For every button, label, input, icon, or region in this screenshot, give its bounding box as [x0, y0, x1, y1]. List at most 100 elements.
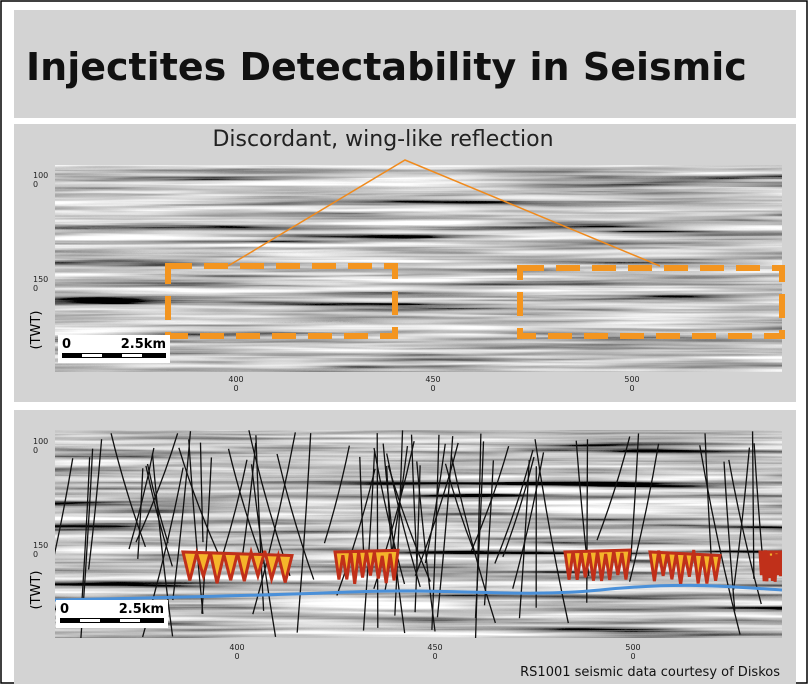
fault-line — [474, 433, 482, 638]
fault-line — [483, 460, 495, 606]
fault-line — [110, 433, 147, 548]
title: Injectites Detectability in Seismic — [26, 45, 747, 89]
scale-bar — [62, 353, 166, 358]
scale-label: 0 — [62, 337, 71, 352]
fault-line — [128, 447, 155, 550]
tick-line: 400 — [228, 375, 243, 384]
fault-line — [394, 430, 404, 616]
x-tick-label: 450 0 — [427, 643, 442, 661]
fault-line — [296, 433, 312, 633]
fault-line — [252, 432, 296, 615]
fault-line — [502, 456, 535, 558]
injectite-body — [333, 548, 400, 585]
tick-line: 0 — [33, 550, 38, 559]
fault-line — [376, 433, 379, 628]
fault-line — [414, 442, 459, 576]
fault-line — [382, 443, 406, 634]
fault-line — [241, 442, 257, 557]
tick-line: 0 — [630, 652, 635, 661]
fault-line — [323, 445, 351, 544]
fault-line — [444, 463, 476, 555]
tick-line: 100 — [33, 437, 48, 446]
fault-line — [222, 459, 248, 554]
fault-line — [276, 453, 315, 580]
tick-line: 400 — [229, 643, 244, 652]
fault-line — [137, 468, 144, 559]
scale-bar-bg — [58, 335, 170, 363]
fault-line — [135, 433, 179, 543]
injectite-body — [563, 548, 632, 582]
tick-line: 0 — [234, 652, 239, 661]
y-tick-label: 150 0 — [33, 541, 48, 559]
injectite-body — [181, 546, 294, 585]
fault-line — [151, 453, 174, 637]
injectite-body — [648, 549, 722, 585]
fault-line — [470, 445, 510, 552]
fault-line — [81, 457, 91, 605]
fault-line — [386, 465, 393, 551]
fault-line — [512, 452, 545, 589]
fault-line — [336, 468, 376, 596]
leader-line — [227, 159, 661, 267]
fault-line — [178, 447, 224, 564]
fault-line — [424, 443, 446, 564]
fault-line — [387, 465, 431, 582]
tick-line: 150 — [33, 275, 48, 284]
tick-line: 100 — [33, 171, 48, 180]
fault-line — [416, 461, 436, 632]
y-tick-label: 100 0 — [33, 437, 48, 455]
scale-bar-segment — [82, 354, 102, 357]
fault-line — [450, 455, 496, 624]
tick-line: 0 — [629, 384, 634, 393]
x-tick-label: 500 0 — [624, 375, 639, 393]
fault-line — [431, 434, 440, 630]
scale-label: 2.5km — [119, 602, 164, 617]
x-tick-label: 450 0 — [425, 375, 440, 393]
axis-label: (TWT) — [29, 571, 44, 610]
fault-line — [733, 447, 751, 590]
tick-line: 0 — [33, 446, 38, 455]
injectite-body — [758, 550, 782, 582]
scale-label: 2.5km — [121, 337, 166, 352]
fault-line — [723, 461, 736, 611]
fault-line — [373, 447, 406, 585]
fault-line — [596, 436, 631, 541]
tick-line: 150 — [33, 541, 48, 550]
fault-line — [629, 443, 660, 582]
x-tick-label: 500 0 — [625, 643, 640, 661]
tick-line: 450 — [427, 643, 442, 652]
fault-line — [704, 433, 712, 557]
tick-line: 0 — [33, 284, 38, 293]
tick-line: 0 — [432, 652, 437, 661]
fault-line — [699, 445, 741, 635]
leader-lines — [227, 159, 661, 267]
scale-bar-bg — [56, 600, 168, 628]
x-tick-label: 400 0 — [229, 643, 244, 661]
highlight-boxes — [165, 263, 785, 339]
fault-line — [250, 464, 277, 637]
scale-bar-segment — [80, 619, 100, 622]
fault-line — [414, 465, 421, 613]
fault-line — [199, 442, 204, 543]
scale-bar-segment — [120, 619, 140, 622]
fault-line — [188, 439, 204, 615]
credit: RS1001 seismic data courtesy of Diskos — [520, 665, 780, 680]
fault-line — [172, 431, 192, 601]
fault-line — [55, 458, 74, 555]
fault-line — [586, 439, 589, 603]
tick-line: 0 — [233, 384, 238, 393]
y-tick-label: 100 0 — [33, 171, 48, 189]
fault-lines — [55, 430, 765, 638]
highlight-box — [517, 265, 785, 339]
scale-bar-segment — [122, 354, 142, 357]
injectite-bodies — [181, 546, 782, 585]
fault-line — [227, 448, 264, 564]
title-band — [14, 10, 796, 118]
fault-line — [255, 435, 265, 611]
fault-line — [751, 431, 755, 579]
axis-label: (TWT) — [29, 311, 44, 350]
annotation: Discordant, wing-like reflection — [212, 127, 553, 152]
y-tick-label: 150 0 — [33, 275, 48, 293]
fault-line — [629, 433, 640, 562]
